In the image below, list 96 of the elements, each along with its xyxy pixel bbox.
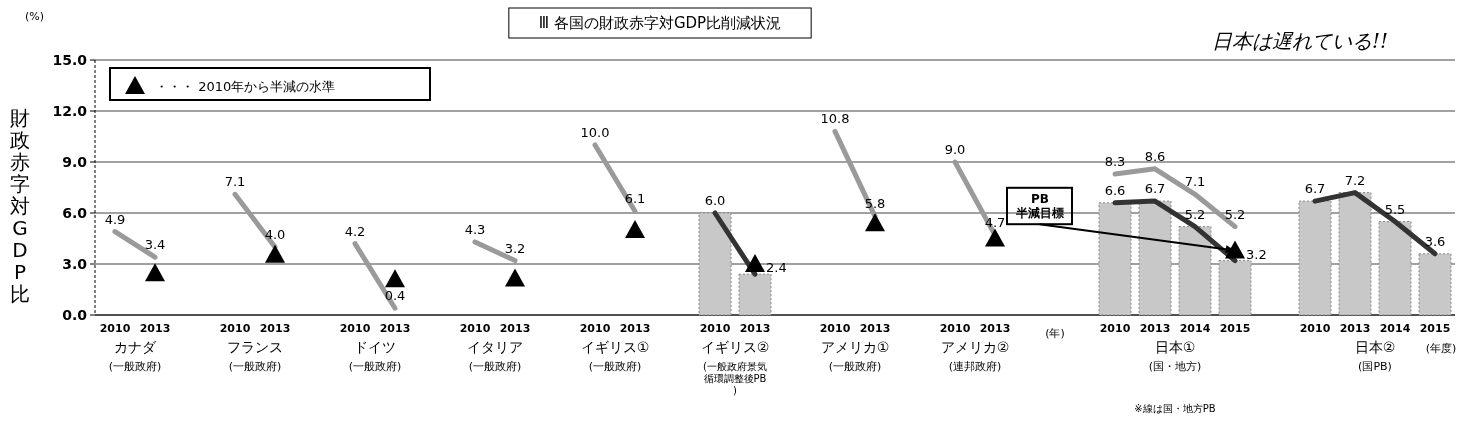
x-tick-label: 2010 xyxy=(579,322,611,335)
x-tick-label: 2013 xyxy=(1339,322,1371,335)
data-label: 10.0 xyxy=(580,125,610,140)
point xyxy=(625,220,645,238)
text: ※線は国・地方PB xyxy=(1134,403,1216,414)
data-label: 6.7 xyxy=(1144,181,1166,197)
x-tick-label: 2010 xyxy=(939,322,971,335)
data-label: 5.2 xyxy=(1184,206,1206,222)
x-tick-label: 2010 xyxy=(699,322,731,335)
text: (年度) xyxy=(1425,342,1457,355)
x-tick-label: 2015 xyxy=(1219,322,1251,335)
text: カナダ (一般政府) xyxy=(108,339,162,373)
text: (年) xyxy=(1045,327,1065,340)
text: アメリカ① (一般政府) xyxy=(820,339,890,373)
data-label: 4.2 xyxy=(344,223,366,239)
data-label: 7.1 xyxy=(1184,174,1206,190)
data-label: 5.8 xyxy=(864,196,886,212)
x-tick-label: 2013 xyxy=(619,322,651,335)
data-label: 8.3 xyxy=(1104,153,1126,169)
data-label: 6.7 xyxy=(1304,181,1326,197)
x-tick-label: 2013 xyxy=(979,322,1011,335)
data-label: 4.9 xyxy=(104,211,126,227)
point xyxy=(385,269,405,288)
data-label: 5.5 xyxy=(1384,201,1406,217)
point xyxy=(145,263,165,282)
x-tick-label: 2013 xyxy=(259,322,291,335)
bar xyxy=(1218,260,1252,316)
bar xyxy=(1178,226,1212,316)
y-tick-label: 0.0 xyxy=(62,307,88,323)
x-tick-label: 2010 xyxy=(819,322,851,335)
x-tick-label: 2013 xyxy=(859,322,891,335)
x-tick-label: 2015 xyxy=(1419,322,1451,335)
bar xyxy=(1138,200,1172,316)
point xyxy=(1225,240,1245,259)
data-label: 2.4 xyxy=(766,260,787,276)
bar xyxy=(1098,202,1132,316)
text: アメリカ② (連邦政府) xyxy=(940,339,1010,373)
x-tick-label: 2010 xyxy=(1299,322,1331,335)
data-label: 6.6 xyxy=(1104,182,1126,198)
x-tick-label: 2014 xyxy=(1179,322,1211,335)
data-label: 4.3 xyxy=(464,221,486,237)
y-tick-label: 3.0 xyxy=(62,256,88,272)
data-label: 3.2 xyxy=(504,240,526,256)
y-tick-label: 15.0 xyxy=(52,52,88,68)
annotation: PB 半減目標 xyxy=(1015,191,1064,221)
data-label: 7.2 xyxy=(1344,172,1366,188)
x-tick-label: 2010 xyxy=(99,322,131,335)
bar xyxy=(1298,200,1332,316)
data-label: 10.8 xyxy=(820,111,850,127)
point xyxy=(745,254,765,272)
data-label: 0.4 xyxy=(384,288,406,304)
y-tick-label: 12.0 xyxy=(52,103,88,119)
text: イギリス① (一般政府) xyxy=(580,339,650,373)
x-tick-label: 2013 xyxy=(139,322,171,335)
text: ドイツ (一般政府) xyxy=(348,339,402,373)
data-label: 9.0 xyxy=(944,142,966,157)
point xyxy=(865,213,885,232)
x-tick-label: 2010 xyxy=(339,322,371,335)
data-label: 7.1 xyxy=(224,174,246,190)
bar xyxy=(1338,192,1372,316)
text: 日本② (国PB) xyxy=(1354,339,1396,373)
point xyxy=(985,228,1005,247)
data-label: 4.0 xyxy=(264,227,286,242)
x-tick-label: 2010 xyxy=(1099,322,1131,335)
text: イギリス② (一般政府景気循環調整後PB) xyxy=(700,339,770,396)
text: 日本① (国・地方) xyxy=(1148,339,1202,373)
text: イタリア (一般政府) xyxy=(467,339,523,373)
data-label: 8.6 xyxy=(1144,148,1166,164)
bar xyxy=(1378,221,1412,316)
text: フランス (一般政府) xyxy=(227,339,283,373)
x-tick-label: 2014 xyxy=(1379,322,1411,335)
text: 日本は遅れている!! xyxy=(1211,29,1389,53)
data-label: 3.4 xyxy=(144,237,166,253)
x-tick-label: 2013 xyxy=(499,322,531,335)
chart-title: Ⅲ 各国の財政赤字対GDP比削減状況 xyxy=(538,14,782,32)
bar xyxy=(738,273,772,316)
text: 財政赤字対GDP比 xyxy=(10,106,30,306)
x-tick-label: 2013 xyxy=(1139,322,1171,335)
data-label: 3.6 xyxy=(1424,233,1446,249)
bar xyxy=(1418,253,1452,316)
bar xyxy=(698,212,732,316)
legend-label: ・・・ 2010年から半減の水準 xyxy=(155,79,336,94)
data-label: 3.2 xyxy=(1246,246,1267,262)
y-tick-label: 9.0 xyxy=(62,154,88,170)
y-tick-label: 6.0 xyxy=(62,205,88,221)
x-tick-label: 2010 xyxy=(459,322,491,335)
x-tick-label: 2013 xyxy=(379,322,411,335)
text: (%) xyxy=(25,10,45,23)
x-tick-label: 2013 xyxy=(739,322,771,335)
data-label: 6.1 xyxy=(624,191,646,207)
point xyxy=(505,268,525,287)
data-label: 6.0 xyxy=(704,193,726,208)
x-tick-label: 2010 xyxy=(219,322,251,335)
data-label: 4.7 xyxy=(984,215,1006,231)
point xyxy=(265,244,285,263)
data-label: 5.2 xyxy=(1224,206,1246,222)
